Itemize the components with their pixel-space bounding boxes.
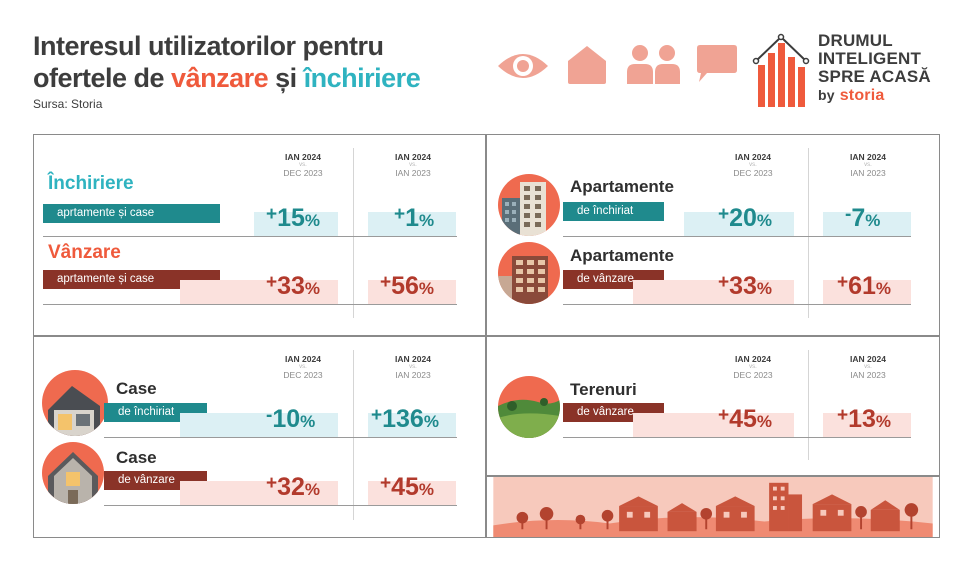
- source-note: Sursa: Storia: [33, 97, 103, 111]
- speech-bubble-icon: [697, 45, 737, 82]
- land-image: [498, 376, 560, 438]
- title-word-sale: vânzare: [171, 63, 269, 93]
- value-rent-year: +1%: [394, 204, 435, 232]
- page-title: Interesul utilizatorilor pentru ofertele…: [33, 30, 421, 94]
- row-rule: [104, 437, 457, 438]
- apartments-rent-sublabel: de închiriat: [563, 202, 664, 221]
- bar-bg: [368, 413, 456, 437]
- column-divider: [808, 148, 809, 318]
- value-houses-rent-month: -10%: [266, 405, 316, 433]
- bar-bg: [684, 212, 794, 236]
- bar-bg: [180, 481, 338, 505]
- row-rule: [563, 236, 911, 237]
- column-header-month: IAN 2024 vs. DEC 2023: [733, 152, 773, 178]
- brand-line-1: DRUMUL: [818, 31, 893, 50]
- title-line-1: Interesul utilizatorilor pentru: [33, 31, 384, 61]
- brand-line-3: SPRE ACASĂ: [818, 67, 931, 86]
- bar-bg: [368, 280, 456, 304]
- bar-bg: [368, 212, 456, 236]
- brand-line-2: INTELIGENT: [818, 49, 922, 68]
- value-apartments-rent-year: -7%: [845, 204, 881, 232]
- value-land-year: +13%: [837, 405, 892, 433]
- apartments-sale-heading: Apartamente: [570, 246, 674, 265]
- value-sale-year: +56%: [380, 272, 435, 300]
- bar-bg: [180, 413, 338, 437]
- sale-heading: Vânzare: [48, 242, 121, 263]
- value-sale-month: +33%: [266, 272, 321, 300]
- house-icon: [568, 46, 606, 84]
- column-divider: [808, 350, 809, 460]
- title-line-2: ofertele de vânzare și închiriere: [33, 62, 421, 94]
- value-houses-sale-month: +32%: [266, 473, 321, 501]
- brand-by: by: [818, 87, 835, 103]
- apartment-building-image: [498, 242, 560, 304]
- rent-heading: Închiriere: [48, 173, 134, 194]
- city-skyline-illustration: [486, 476, 940, 538]
- bar-bg: [823, 413, 911, 437]
- houses-rent-heading: Case: [116, 379, 157, 398]
- value-apartments-sale-month: +33%: [718, 272, 773, 300]
- rent-sublabel: aprtamente și case: [43, 204, 220, 223]
- title-and: și: [268, 63, 304, 93]
- bar-bg: [633, 413, 794, 437]
- panel-land: [486, 336, 940, 476]
- houses-sale-heading: Case: [116, 448, 157, 467]
- row-rule: [43, 304, 457, 305]
- brand-text: DRUMUL INTELIGENT SPRE ACASĂ by storia: [818, 32, 931, 105]
- column-header-year: IAN 2024 vs. IAN 2023: [850, 354, 886, 380]
- row-rule: [104, 505, 457, 506]
- title-prefix: ofertele de: [33, 63, 172, 93]
- eye-icon: [498, 54, 548, 78]
- value-houses-sale-year: +45%: [380, 473, 435, 501]
- value-rent-month: +15%: [266, 204, 321, 232]
- value-land-month: +45%: [718, 405, 773, 433]
- column-header-month: IAN 2024 vs. DEC 2023: [283, 152, 323, 178]
- column-header-month: IAN 2024 vs. DEC 2023: [733, 354, 773, 380]
- bar-bg: [254, 212, 338, 236]
- column-header-year: IAN 2024 vs. IAN 2023: [395, 354, 431, 380]
- column-header-month: IAN 2024 vs. DEC 2023: [283, 354, 323, 380]
- row-rule: [563, 304, 911, 305]
- brand-logo-icon: [752, 33, 810, 107]
- sale-sublabel: aprtamente și case: [43, 270, 220, 289]
- bar-bg: [823, 212, 911, 236]
- value-apartments-rent-month: +20%: [718, 204, 773, 232]
- bar-bg: [368, 481, 456, 505]
- column-header-year: IAN 2024 vs. IAN 2023: [850, 152, 886, 178]
- value-houses-rent-year: +136%: [371, 405, 439, 433]
- row-rule: [563, 437, 911, 438]
- people-icon: [627, 45, 680, 84]
- bar-bg: [823, 280, 911, 304]
- apartments-rent-heading: Apartamente: [570, 177, 674, 196]
- column-divider: [353, 350, 354, 520]
- land-heading: Terenuri: [570, 380, 637, 399]
- value-apartments-sale-year: +61%: [837, 272, 892, 300]
- bar-bg: [180, 280, 338, 304]
- brand-storia: storia: [839, 87, 885, 104]
- apartment-building-image: [498, 174, 560, 236]
- bar-bg: [633, 280, 794, 304]
- house-image: [42, 370, 108, 436]
- column-header-year: IAN 2024 vs. IAN 2023: [395, 152, 431, 178]
- row-rule: [43, 236, 457, 237]
- house-image: [42, 442, 104, 504]
- column-divider: [353, 148, 354, 318]
- title-word-rent: închiriere: [303, 63, 421, 93]
